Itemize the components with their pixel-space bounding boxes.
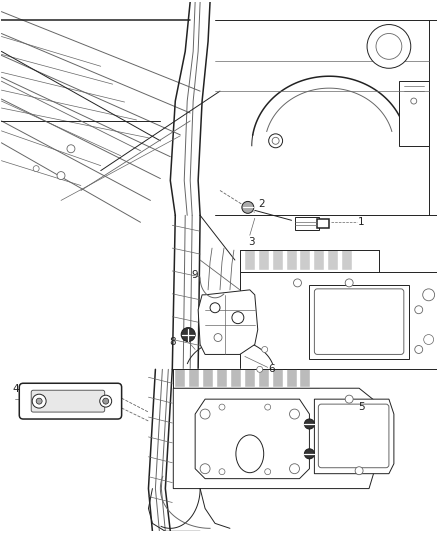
Circle shape [367,25,411,68]
Polygon shape [173,388,384,489]
Circle shape [415,306,423,314]
Circle shape [272,138,279,144]
Circle shape [181,328,195,342]
Circle shape [423,289,434,301]
Polygon shape [217,369,227,387]
Circle shape [219,469,225,475]
Polygon shape [245,369,255,387]
Polygon shape [195,399,309,479]
Circle shape [36,398,42,404]
Polygon shape [286,250,297,270]
Polygon shape [273,369,283,387]
Polygon shape [198,290,258,354]
Polygon shape [231,369,241,387]
Circle shape [265,469,271,475]
Circle shape [355,467,363,475]
Polygon shape [309,285,409,359]
Polygon shape [314,250,324,270]
Polygon shape [189,369,199,387]
Circle shape [57,172,65,180]
Circle shape [200,464,210,474]
Circle shape [100,395,112,407]
Circle shape [200,409,210,419]
FancyBboxPatch shape [314,289,404,354]
Polygon shape [245,250,255,270]
Text: 9: 9 [192,270,198,280]
Circle shape [33,166,39,172]
Circle shape [242,201,254,213]
Polygon shape [203,369,213,387]
Circle shape [304,419,314,429]
Circle shape [67,145,75,153]
Polygon shape [300,250,311,270]
Circle shape [345,395,353,403]
Circle shape [262,346,268,352]
Circle shape [290,409,300,419]
Polygon shape [300,369,311,387]
Polygon shape [294,217,319,230]
Ellipse shape [236,435,264,473]
Polygon shape [318,219,329,228]
Circle shape [376,34,402,59]
Circle shape [293,279,301,287]
Circle shape [210,303,220,313]
Text: 6: 6 [268,365,275,374]
Polygon shape [273,250,283,270]
Text: 2: 2 [258,199,265,209]
Circle shape [214,334,222,342]
Polygon shape [314,399,394,474]
Circle shape [232,312,244,324]
Circle shape [219,404,225,410]
Polygon shape [286,369,297,387]
Circle shape [32,394,46,408]
Polygon shape [240,272,437,369]
Circle shape [257,366,263,373]
Polygon shape [259,369,268,387]
Polygon shape [342,250,352,270]
FancyBboxPatch shape [31,390,105,412]
FancyBboxPatch shape [19,383,122,419]
Circle shape [265,404,271,410]
Text: 4: 4 [12,384,18,394]
Polygon shape [328,250,338,270]
Polygon shape [399,81,429,146]
Circle shape [345,279,353,287]
Text: 3: 3 [248,237,255,247]
Text: 1: 1 [358,217,364,227]
FancyBboxPatch shape [318,404,389,468]
Text: 8: 8 [169,336,176,346]
Polygon shape [259,250,268,270]
Circle shape [424,335,434,344]
Circle shape [290,464,300,474]
Circle shape [268,134,283,148]
Circle shape [415,345,423,353]
Polygon shape [175,369,185,387]
Text: 5: 5 [358,402,364,412]
Circle shape [411,98,417,104]
Circle shape [304,449,314,459]
Circle shape [103,398,109,404]
